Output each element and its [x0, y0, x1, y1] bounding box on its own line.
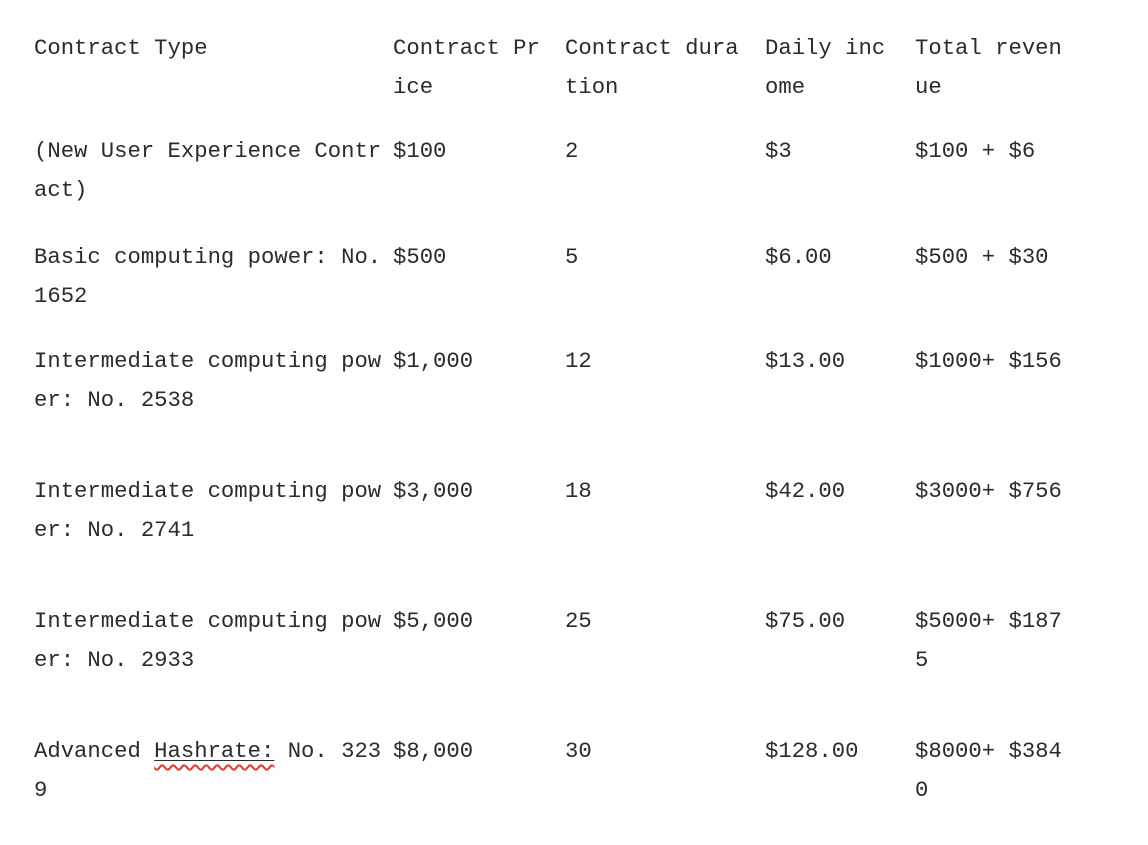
- table-row: Intermediate computing power: No. 2538 $…: [34, 342, 1148, 420]
- table-row: Intermediate computing power: No. 2933 $…: [34, 602, 1148, 680]
- cell-contract-type: Intermediate computing power: No. 2741: [34, 478, 382, 543]
- column-header-contract-duration: Contract duration: [565, 35, 739, 100]
- cell-text-prefix: Advanced: [34, 738, 155, 764]
- column-header-total-revenue: Total revenue: [915, 35, 1062, 100]
- column-header-daily-income: Daily income: [765, 35, 886, 100]
- table-row: Advanced Hashrate: No. 3239 $8,000 30 $1…: [34, 732, 1148, 810]
- misspelled-word[interactable]: Hashrate:: [154, 738, 274, 764]
- cell-text-suffix: No. 3239: [34, 738, 382, 803]
- table-header-row: Contract Type Contract Price Contract du…: [34, 29, 1148, 107]
- table-row: Basic computing power: No. 1652 $500 5 $…: [34, 238, 1148, 316]
- cell-daily-income: $42.00: [765, 478, 846, 504]
- cell-contract-type: (New User Experience Contract): [34, 138, 382, 203]
- cell-daily-income: $6.00: [765, 244, 832, 270]
- cell-contract-duration: 2: [565, 138, 579, 164]
- cell-total-revenue: $1000+ $156: [915, 348, 1062, 374]
- cell-contract-duration: 18: [565, 478, 592, 504]
- column-header-contract-type: Contract Type: [34, 35, 208, 61]
- cell-contract-duration: 12: [565, 348, 592, 374]
- cell-contract-price: $8,000: [393, 738, 474, 764]
- cell-daily-income: $128.00: [765, 738, 859, 764]
- column-header-contract-price: Contract Price: [393, 35, 540, 100]
- cell-contract-price: $5,000: [393, 608, 474, 634]
- cell-contract-duration: 30: [565, 738, 592, 764]
- cell-contract-type: Intermediate computing power: No. 2933: [34, 608, 382, 673]
- table-row: Intermediate computing power: No. 2741 $…: [34, 472, 1148, 550]
- cell-contract-type: Basic computing power: No. 1652: [34, 244, 382, 309]
- cell-contract-price: $1,000: [393, 348, 474, 374]
- cell-total-revenue: $8000+ $3840: [915, 738, 1062, 803]
- cell-contract-duration: 5: [565, 244, 579, 270]
- cell-daily-income: $75.00: [765, 608, 846, 634]
- misspelled-word-text: Hashrate:: [154, 738, 275, 764]
- cell-daily-income: $3: [765, 138, 792, 164]
- cell-total-revenue: $100 + $6: [915, 138, 1036, 164]
- cell-contract-type: Advanced Hashrate: No. 3239: [34, 732, 386, 810]
- cell-daily-income: $13.00: [765, 348, 846, 374]
- table-row: (New User Experience Contract) $100 2 $3…: [34, 132, 1148, 210]
- cell-contract-price: $100: [393, 138, 447, 164]
- cell-total-revenue: $5000+ $1875: [915, 608, 1062, 673]
- document-page[interactable]: Contract Type Contract Price Contract du…: [0, 0, 1148, 810]
- cell-contract-price: $500: [393, 244, 447, 270]
- cell-total-revenue: $3000+ $756: [915, 478, 1062, 504]
- cell-contract-price: $3,000: [393, 478, 474, 504]
- cell-contract-type: Intermediate computing power: No. 2538: [34, 348, 382, 413]
- cell-total-revenue: $500 + $30: [915, 244, 1049, 270]
- cell-contract-duration: 25: [565, 608, 592, 634]
